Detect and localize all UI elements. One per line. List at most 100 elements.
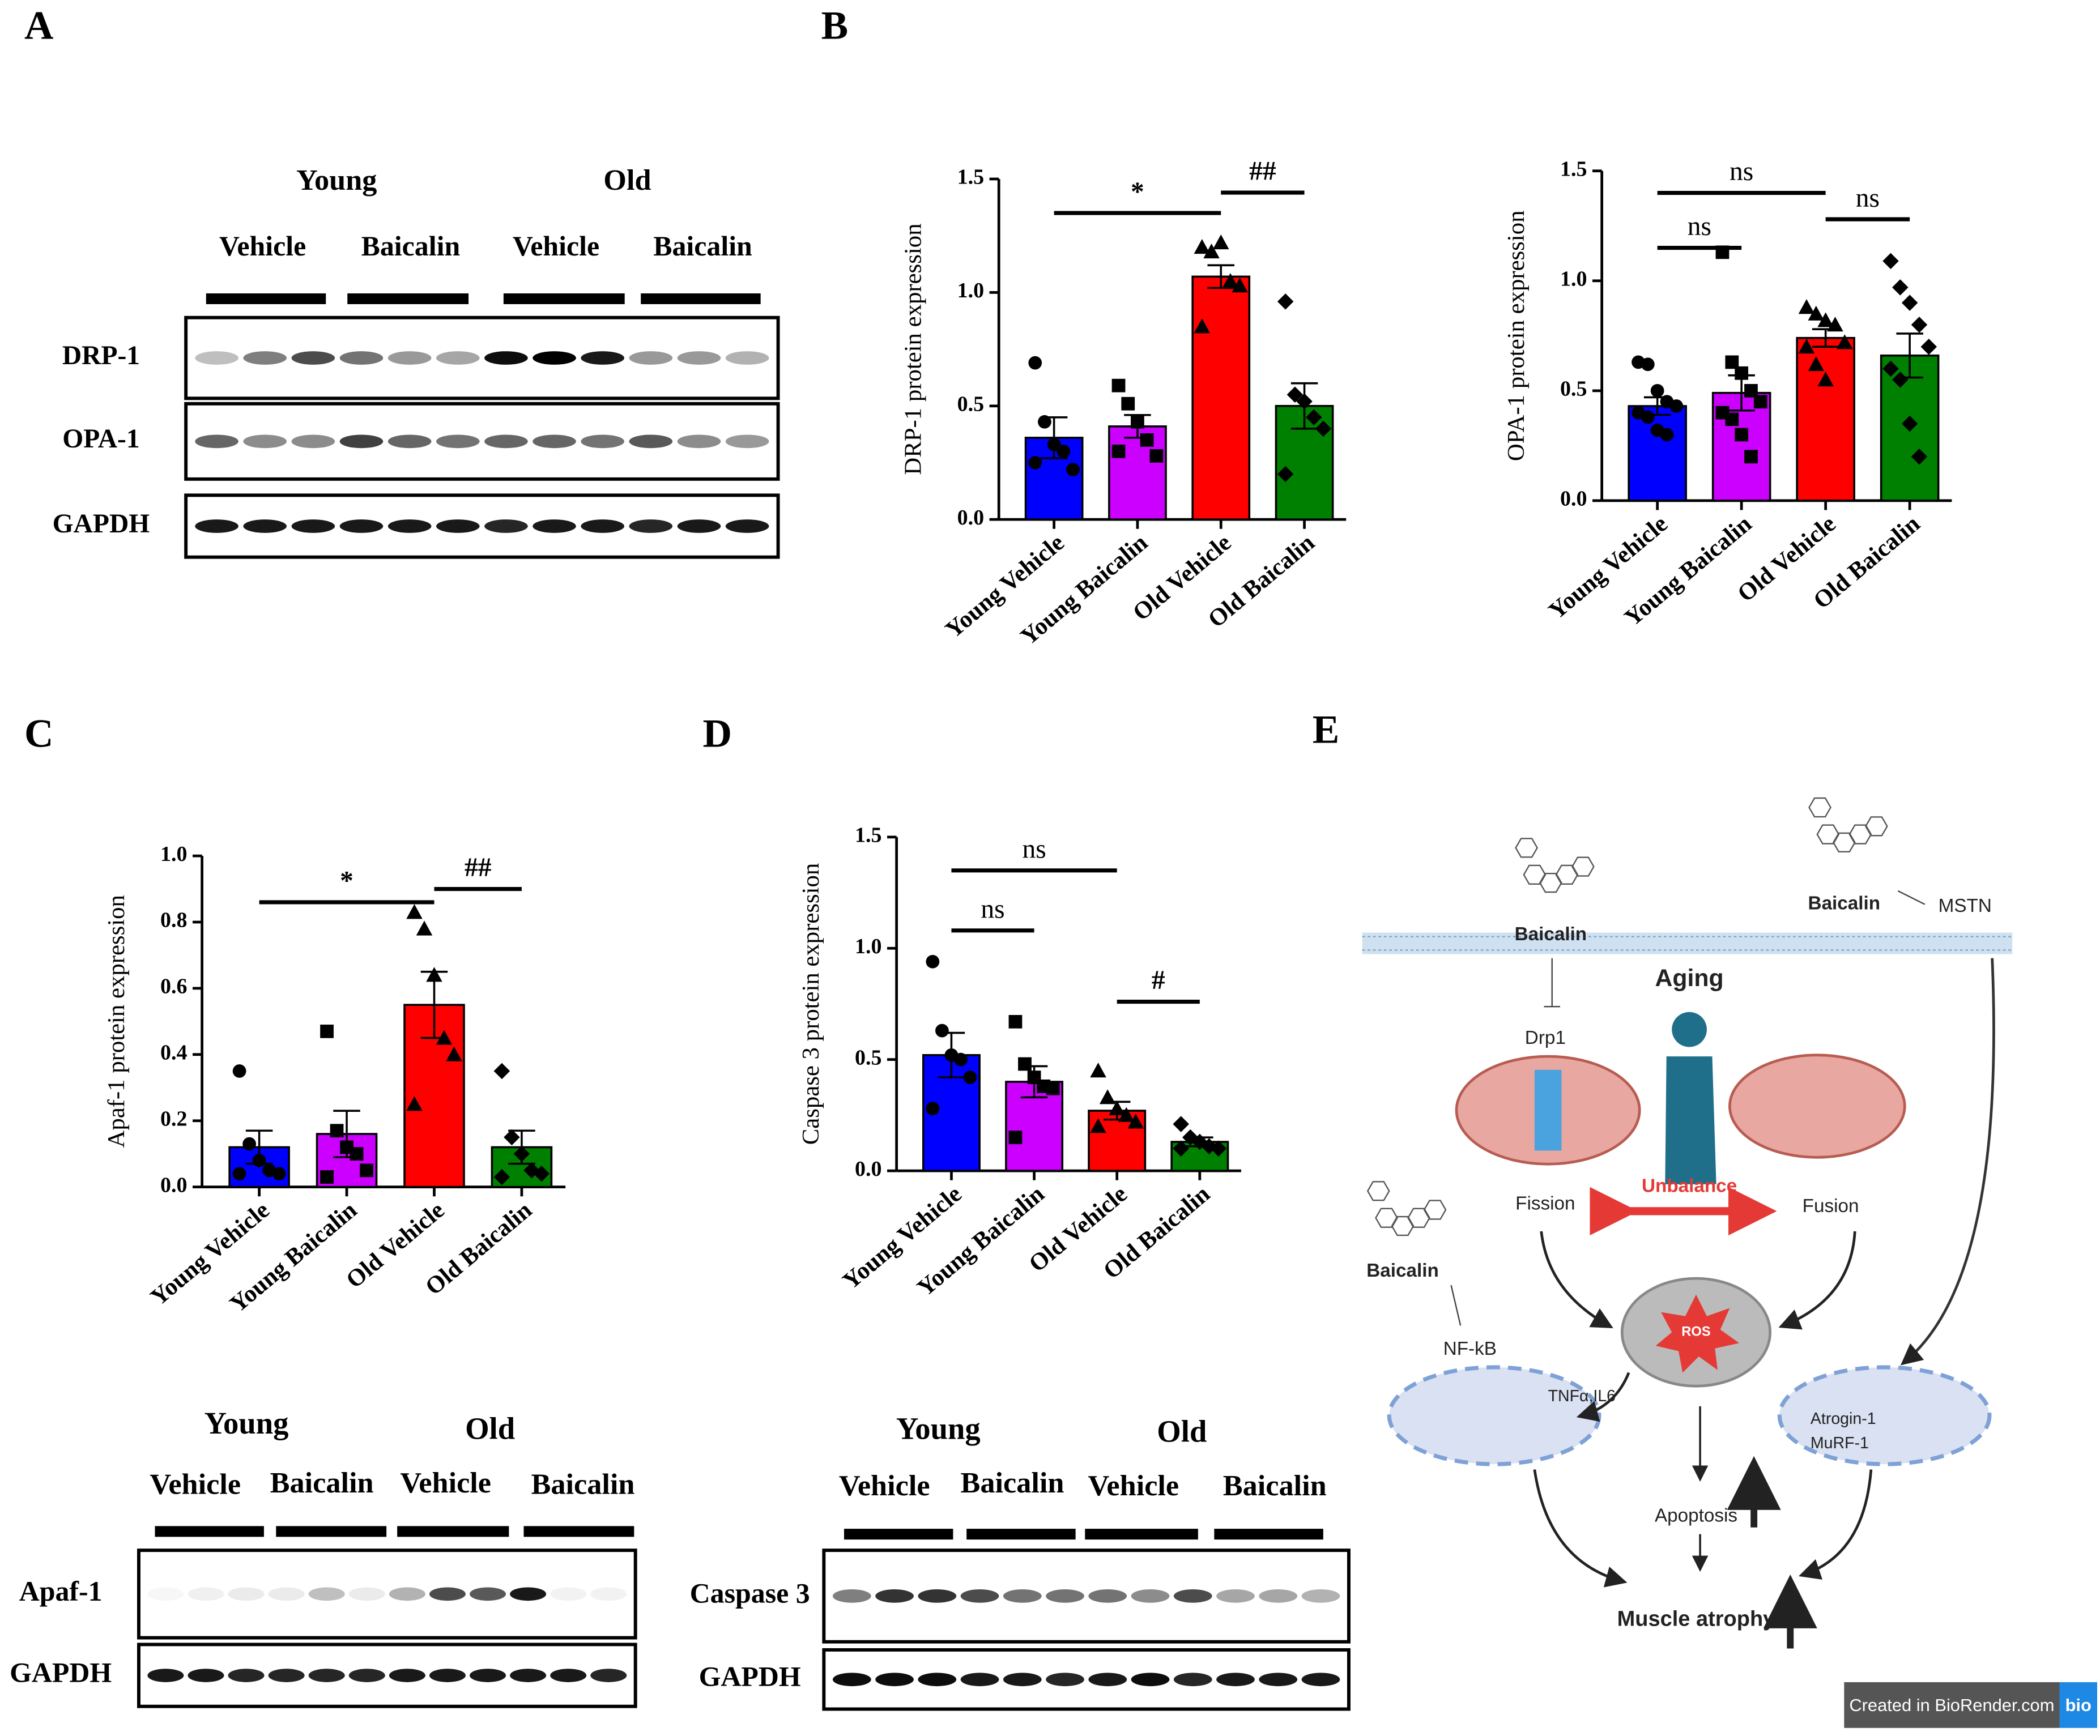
- data-point: [1735, 366, 1749, 380]
- data-point: [1669, 399, 1684, 413]
- blot-band: [268, 1587, 305, 1601]
- data-point: [1808, 356, 1825, 372]
- blot-band: [436, 351, 480, 365]
- molecule-ring: [1391, 1215, 1415, 1236]
- treatment-label: Baicalin: [960, 1466, 1064, 1499]
- data-point: [513, 1145, 530, 1162]
- molecule-ring: [1375, 1208, 1398, 1228]
- treatment-label: Vehicle: [839, 1469, 930, 1502]
- data-point: [1111, 378, 1126, 393]
- data-point: [1744, 450, 1758, 464]
- row-label: GAPDH: [699, 1661, 801, 1692]
- treatment-label: Baicalin: [270, 1466, 374, 1499]
- label: Baicalin: [1515, 924, 1587, 945]
- blot-band: [1259, 1589, 1298, 1603]
- blot-band: [629, 519, 673, 533]
- blot-band: [1216, 1589, 1255, 1603]
- data-point: [1911, 317, 1928, 333]
- blot-band: [291, 434, 335, 449]
- arrow: [1900, 958, 1995, 1366]
- data-point: [1277, 466, 1294, 483]
- molecule: [1808, 797, 1888, 853]
- data-point: [1232, 278, 1248, 293]
- data-point: [1837, 334, 1853, 349]
- data-point: [242, 1137, 256, 1151]
- data-point: [406, 1096, 423, 1111]
- treatment-label: Vehicle: [150, 1468, 241, 1500]
- molecule: [1366, 1181, 1447, 1236]
- data-point: [320, 1170, 334, 1184]
- blot-band: [195, 434, 238, 449]
- arrow: [1799, 1469, 1873, 1580]
- significance-label: ns: [1856, 184, 1880, 213]
- treatment-label: Baicalin: [361, 231, 461, 262]
- data-point: [533, 1165, 550, 1182]
- data-point: [1222, 273, 1239, 288]
- data-point: [954, 1052, 968, 1067]
- data-point: [360, 1163, 373, 1178]
- data-point: [1287, 386, 1304, 403]
- blot-band: [484, 351, 528, 365]
- data-point: [1305, 409, 1322, 426]
- blot-band: [436, 519, 480, 533]
- blot-band: [1003, 1589, 1042, 1603]
- data-point: [426, 967, 442, 982]
- blot-band: [195, 519, 238, 533]
- row-label: Apaf-1: [19, 1576, 103, 1607]
- blot-band: [629, 434, 673, 449]
- significance-label: *: [340, 867, 353, 896]
- data-point: [1090, 1063, 1106, 1078]
- data-point: [1111, 445, 1126, 458]
- molecule-ring: [1515, 838, 1538, 858]
- data-point: [1827, 317, 1843, 332]
- data-point: [446, 1046, 462, 1061]
- label: Unbalance: [1642, 1175, 1737, 1196]
- blot-band: [1131, 1589, 1170, 1603]
- data-point: [1149, 449, 1164, 463]
- bar: [1796, 336, 1855, 502]
- y-tick-label: 1.5: [855, 824, 882, 847]
- bar: [1628, 405, 1687, 502]
- data-point: [1028, 356, 1042, 370]
- treatment-label: Vehicle: [219, 231, 306, 262]
- data-point: [493, 1168, 510, 1185]
- data-point: [232, 1064, 246, 1078]
- data-point: [1277, 293, 1294, 310]
- western-blot: Young Old Vehicle Baicalin Vehicle Baicalin Ca…: [690, 1411, 1351, 1711]
- data-point: [1127, 1114, 1144, 1129]
- blot-band: [677, 519, 721, 533]
- treatment-label: Vehicle: [513, 231, 599, 262]
- data-point: [272, 1167, 286, 1181]
- label: Baicalin: [1366, 1260, 1439, 1281]
- y-tick-label: 0.8: [160, 908, 188, 932]
- data-point: [504, 1129, 520, 1146]
- label: ROS: [1681, 1324, 1710, 1339]
- blot-band: [1216, 1673, 1255, 1687]
- data-point: [1817, 312, 1834, 327]
- blot-band: [1088, 1673, 1127, 1687]
- data-point: [1901, 415, 1918, 432]
- significance-label: ##: [1249, 157, 1276, 186]
- label: TNFα,IL6: [1548, 1387, 1616, 1405]
- blot-band: [147, 1669, 184, 1682]
- y-axis-label: OPA-1 protein expression: [1503, 211, 1530, 462]
- data-point: [406, 904, 423, 919]
- row-label: OPA-1: [62, 424, 139, 454]
- blot-band: [1003, 1673, 1042, 1687]
- blot-band: [550, 1669, 587, 1682]
- bar: [1191, 275, 1251, 521]
- blot-band: [436, 434, 480, 449]
- blot-band: [1088, 1589, 1127, 1603]
- significance-label: ns: [981, 894, 1004, 924]
- label: MSTN: [1939, 895, 1992, 916]
- nucleus: [1777, 1365, 1992, 1466]
- blot-band: [243, 519, 287, 533]
- inhibit: [1897, 890, 1926, 905]
- treatment-label: Baicalin: [531, 1468, 635, 1500]
- data-point: [1798, 299, 1815, 314]
- blot-band: [875, 1589, 914, 1603]
- data-point: [1798, 338, 1815, 354]
- chart: 0.0 0.2 0.4 0.6 0.8 1.0 Apaf-1 protein express…: [103, 842, 566, 1318]
